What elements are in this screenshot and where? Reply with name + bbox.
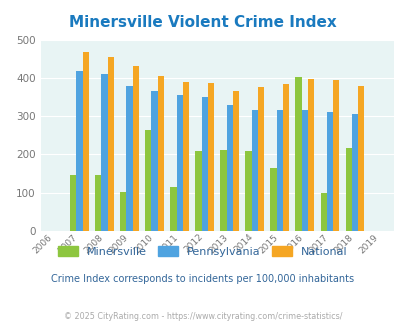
Bar (145, 130, 151, 231)
Bar (151, 91, 157, 231)
Bar (351, 114, 357, 231)
Bar (307, 79, 313, 231)
Bar (332, 80, 339, 231)
Bar (226, 105, 232, 231)
Bar (195, 151, 201, 231)
Bar (132, 66, 139, 231)
Bar (282, 84, 288, 231)
Bar (220, 150, 226, 231)
Bar (82, 52, 89, 231)
Bar (201, 97, 207, 231)
Bar (245, 150, 251, 231)
Bar (357, 86, 363, 231)
Bar (232, 90, 239, 231)
Bar (326, 112, 332, 231)
Bar (120, 192, 126, 231)
Bar (320, 193, 326, 231)
Bar (95, 175, 101, 231)
Bar (182, 82, 189, 231)
Bar (76, 71, 82, 231)
Bar (101, 75, 107, 231)
Text: © 2025 CityRating.com - https://www.cityrating.com/crime-statistics/: © 2025 CityRating.com - https://www.city… (64, 312, 341, 321)
Bar (170, 186, 176, 231)
Text: Minersville Violent Crime Index: Minersville Violent Crime Index (69, 15, 336, 30)
Legend: Minersville, Pennsylvania, National: Minersville, Pennsylvania, National (54, 242, 351, 261)
Bar (70, 175, 76, 231)
Bar (176, 95, 182, 231)
Bar (157, 76, 164, 231)
Bar (301, 111, 307, 231)
Bar (257, 87, 264, 231)
Bar (345, 148, 351, 231)
Bar (295, 77, 301, 231)
Bar (270, 168, 276, 231)
Bar (251, 111, 257, 231)
Bar (276, 111, 282, 231)
Bar (207, 83, 213, 231)
Bar (126, 85, 132, 231)
Text: Crime Index corresponds to incidents per 100,000 inhabitants: Crime Index corresponds to incidents per… (51, 274, 354, 284)
Bar (107, 57, 113, 231)
